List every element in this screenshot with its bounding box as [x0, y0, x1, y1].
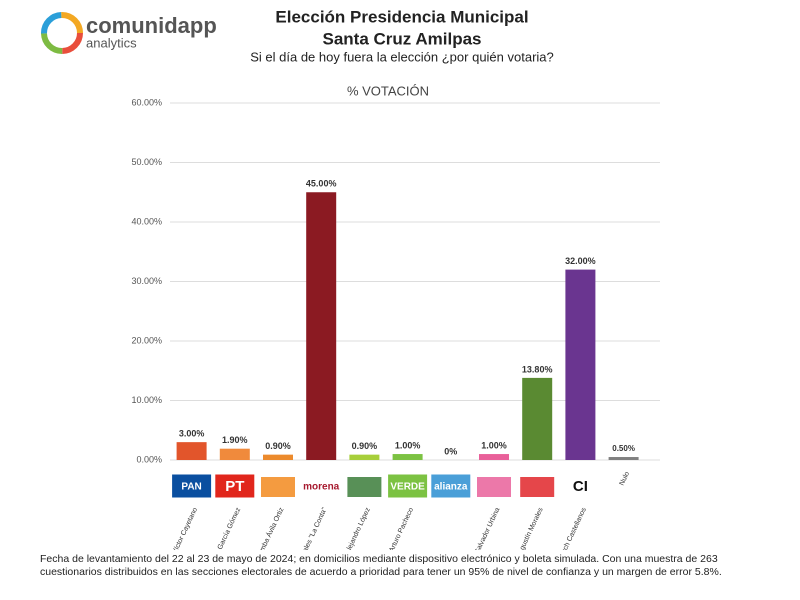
value-label: 0.90% — [265, 441, 291, 451]
party-logo — [302, 475, 341, 497]
x-tick-label: Alejandro López — [344, 506, 372, 550]
y-tick-label: 50.00% — [131, 157, 162, 167]
title: Elección Presidencia Municipal — [275, 7, 528, 26]
brand-name: comunidapp — [86, 13, 217, 38]
party-logo-text: VERDE — [390, 482, 425, 493]
x-tick-label: Agustín Morales — [517, 506, 545, 550]
bar — [306, 192, 337, 460]
value-label: 1.90% — [222, 435, 248, 445]
y-tick-label: 40.00% — [131, 216, 162, 226]
value-label: 0% — [444, 446, 457, 456]
x-tick-label: Víctor Cayetano — [172, 507, 200, 550]
party-logo — [215, 474, 255, 498]
party-logo — [520, 477, 555, 497]
y-tick-label: 0.00% — [136, 454, 162, 464]
brand-logo — [41, 12, 83, 54]
party-logo — [561, 475, 600, 497]
bar — [565, 269, 596, 460]
chart: comunidapp analytics Elección Presidenci… — [41, 7, 660, 591]
bar — [349, 454, 380, 460]
y-tick-label: 10.00% — [131, 395, 162, 405]
party-logo-text: alianza — [434, 482, 468, 493]
value-label: 32.00% — [565, 256, 596, 266]
value-label: 1.00% — [395, 440, 421, 450]
party-logo — [388, 474, 428, 498]
party-logo-text: CI — [573, 478, 588, 495]
value-label: 45.00% — [306, 179, 337, 189]
bar — [479, 454, 509, 460]
x-tick-label: Columba Ávila Ortiz — [251, 505, 286, 550]
y-tick-label: 60.00% — [131, 97, 162, 107]
party-logo — [172, 474, 212, 498]
subtitle: Santa Cruz Amilpas — [322, 29, 481, 48]
party-logo-text: morena — [303, 482, 340, 493]
chart-title: % VOTACIÓN — [347, 83, 429, 98]
value-label: 0.50% — [612, 444, 635, 453]
party-logo-text: PT — [225, 478, 244, 495]
party-logo — [431, 474, 471, 498]
value-label: 0.90% — [352, 441, 378, 451]
question: Si el día de hoy fuera la elección ¿por … — [250, 49, 554, 64]
x-tick-label: Arturo Pacheco — [388, 507, 415, 550]
value-label: 1.00% — [481, 440, 507, 450]
value-label: 13.80% — [522, 364, 553, 374]
x-tick-label: Rosalinda García Gómez — [203, 506, 243, 550]
bar — [263, 454, 293, 460]
bar — [176, 442, 207, 460]
party-logo-text: PAN — [181, 482, 201, 493]
value-label: 3.00% — [179, 429, 205, 439]
bar — [392, 454, 423, 460]
bar — [522, 377, 553, 460]
party-logo — [261, 477, 295, 497]
party-logo — [477, 477, 511, 497]
y-tick-label: 30.00% — [131, 276, 162, 286]
brand-tagline: analytics — [86, 35, 137, 50]
bar — [219, 448, 250, 460]
bar — [608, 457, 639, 460]
party-logo — [347, 477, 382, 497]
y-tick-label: 20.00% — [131, 335, 162, 345]
x-tick-label: Paola Morales "La Conta" — [288, 506, 328, 550]
footnote: Fecha de levantamiento del 22 al 23 de m… — [40, 553, 722, 578]
x-tick-label: Nulo — [619, 471, 631, 487]
x-tick-label: Christián Baruch Castellanos — [543, 506, 588, 550]
x-tick-label: Cristián Salvador Urbina — [463, 507, 501, 550]
